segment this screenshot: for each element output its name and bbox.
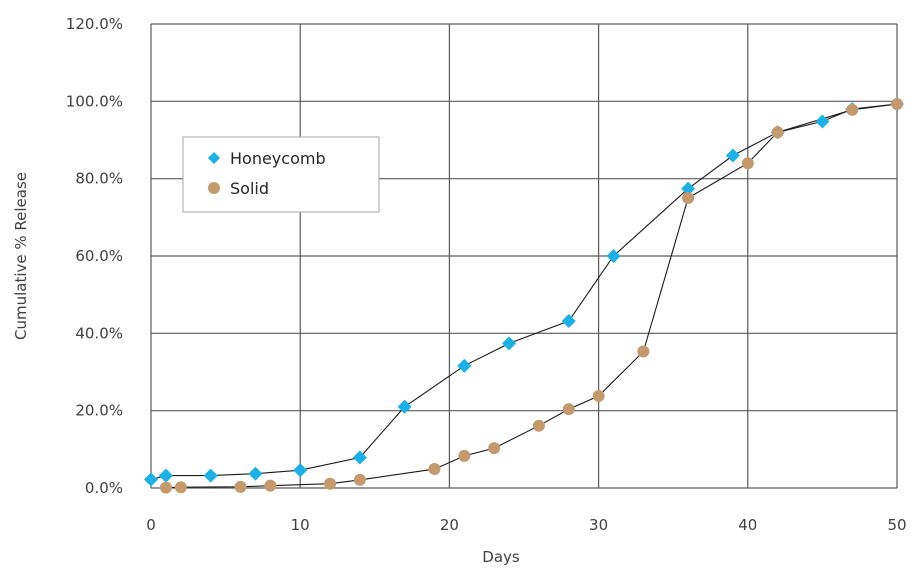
data-point-solid (174, 481, 187, 494)
data-point-honeycomb (725, 148, 740, 163)
data-point-solid (891, 98, 903, 111)
data-point-solid (846, 103, 859, 116)
data-point-honeycomb (397, 399, 412, 414)
legend-marker-solid (208, 182, 220, 194)
data-point-honeycomb (681, 181, 696, 196)
y-tick-label: 20.0% (75, 402, 123, 420)
legend: Honeycomb Solid (182, 136, 380, 213)
grid (150, 23, 898, 489)
data-point-honeycomb (606, 249, 621, 263)
x-axis-title: Days (482, 548, 520, 566)
data-point-solid (488, 442, 501, 455)
data-point-solid (741, 157, 754, 170)
data-point-honeycomb (158, 468, 173, 483)
data-point-honeycomb (293, 463, 308, 478)
data-point-solid (562, 403, 575, 416)
legend-label-solid: Solid (230, 179, 269, 198)
x-tick-label: 50 (887, 516, 906, 534)
legend-box (182, 136, 380, 213)
data-point-solid (637, 345, 650, 358)
data-point-solid (264, 479, 277, 492)
data-point-solid (682, 192, 695, 204)
data-point-solid (458, 449, 471, 462)
data-point-solid (592, 389, 605, 402)
data-point-solid (159, 481, 172, 494)
y-tick-label: 0.0% (85, 479, 123, 497)
x-tick-label: 20 (440, 516, 459, 534)
data-point-solid (234, 480, 247, 493)
legend-label-honeycomb: Honeycomb (230, 149, 326, 168)
x-tick-label: 30 (589, 516, 608, 534)
x-axis-ticks: 0 10 20 30 40 50 (146, 516, 906, 534)
data-point-honeycomb (561, 313, 576, 328)
data-point-solid (532, 419, 545, 432)
data-point-solid (324, 477, 337, 490)
y-tick-label: 60.0% (75, 247, 123, 265)
data-point-honeycomb (248, 466, 263, 481)
y-axis-ticks: 0.0% 20.0% 40.0% 60.0% 80.0% 100.0% 120.0% (66, 15, 123, 497)
x-tick-label: 0 (146, 516, 156, 534)
x-tick-label: 10 (291, 516, 310, 534)
legend-marker-honeycomb (208, 152, 220, 164)
data-point-honeycomb (502, 336, 517, 351)
data-point-solid (353, 473, 366, 486)
y-tick-label: 100.0% (66, 92, 123, 110)
data-point-honeycomb (457, 358, 472, 373)
data-point-solid (428, 463, 441, 476)
y-axis-title: Cumulative % Release (12, 172, 30, 340)
data-point-honeycomb (203, 468, 218, 483)
y-tick-label: 80.0% (75, 170, 123, 188)
data-point-honeycomb (815, 114, 830, 129)
y-tick-label: 120.0% (66, 15, 123, 33)
data-point-honeycomb (144, 472, 158, 487)
series-layer (144, 97, 904, 494)
data-point-solid (771, 126, 784, 139)
data-point-honeycomb (352, 450, 367, 465)
x-tick-label: 40 (738, 516, 757, 534)
y-tick-label: 40.0% (75, 324, 123, 342)
